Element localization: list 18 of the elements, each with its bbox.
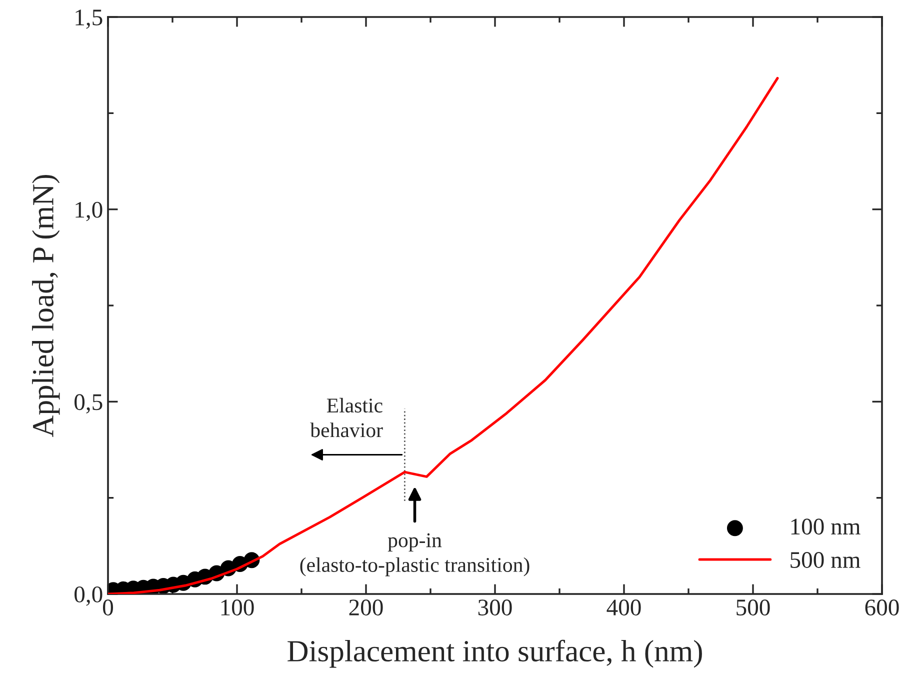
- y-tick-label: 1,0: [76, 202, 102, 222]
- x-tick-label: 400: [606, 600, 641, 616]
- legend-label: 500 nm: [790, 552, 860, 568]
- annotation: Elastic behavior: [310, 398, 383, 438]
- x-tick-label: 0: [102, 600, 114, 616]
- y-axis-title: Applied load, P (mN): [32, 175, 60, 438]
- line-series: [108, 76, 779, 594]
- y-tick-label: 0,0: [74, 586, 102, 606]
- x-tick-label: 600: [865, 600, 899, 616]
- x-tick-label: 500: [736, 600, 770, 616]
- x-tick-label: 300: [478, 600, 512, 616]
- legend-label: 100 nm: [791, 518, 860, 535]
- y-tick-label: 1,5: [76, 10, 102, 29]
- x-tick-label: 200: [349, 600, 383, 616]
- annotation: pop-in (elasto-to-plastic transition): [300, 533, 530, 576]
- y-tick-label: 0,5: [74, 394, 102, 414]
- x-tick-label: 100: [221, 600, 254, 616]
- x-axis-title: Displacement into surface, h (nm): [288, 640, 702, 668]
